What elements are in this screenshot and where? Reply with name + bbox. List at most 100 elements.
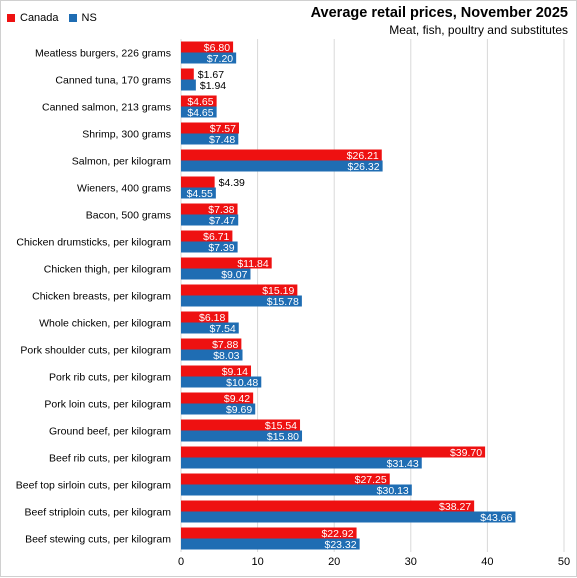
bar-canada — [181, 203, 238, 215]
bar-canada — [181, 500, 475, 512]
legend-swatch-ns — [68, 14, 77, 22]
bar-canada — [181, 95, 217, 107]
bar-canada — [181, 149, 382, 161]
category-label: Beef striploin cuts, per kilogram — [25, 507, 172, 519]
data-label-canada: $27.25 — [355, 474, 387, 486]
bar-ns — [181, 538, 360, 550]
chart-title: Average retail prices, November 2025 — [310, 5, 568, 21]
category-label: Canned tuna, 170 grams — [55, 75, 171, 87]
data-label-ns: $1.94 — [200, 80, 226, 92]
category-label: Pork rib cuts, per kilogram — [49, 372, 171, 384]
data-label-canada: $11.84 — [237, 258, 268, 270]
category-label: Bacon, 500 grams — [86, 210, 171, 222]
category-label: Shrimp, 300 grams — [82, 129, 171, 141]
legend-item-canada: Canada — [7, 12, 59, 24]
category-label: Chicken drumsticks, per kilogram — [16, 237, 171, 249]
data-label-ns: $7.20 — [207, 53, 233, 65]
data-label-canada: $22.92 — [321, 528, 353, 540]
x-tick-label: 10 — [251, 556, 263, 568]
category-label: Ground beef, per kilogram — [49, 426, 171, 438]
bar-ns — [181, 268, 251, 280]
data-label-canada: $7.88 — [212, 339, 238, 351]
bar-canada — [181, 176, 215, 188]
x-tick-label: 50 — [558, 556, 570, 568]
category-label: Meatless burgers, 226 grams — [35, 48, 171, 60]
bar-ns — [181, 376, 262, 388]
x-tick-label: 0 — [178, 556, 184, 568]
data-label-canada: $6.71 — [203, 231, 229, 243]
category-label: Canned salmon, 213 grams — [42, 102, 171, 114]
bar-ns — [181, 322, 239, 334]
data-label-ns: $7.47 — [209, 215, 235, 227]
legend: Canada NS — [7, 12, 107, 24]
bar-ns — [181, 133, 239, 145]
x-tick-label: 40 — [481, 556, 493, 568]
data-label-canada: $39.70 — [450, 447, 482, 459]
bar-canada — [181, 446, 486, 458]
bar-canada — [181, 338, 242, 350]
category-label: Chicken thigh, per kilogram — [44, 264, 171, 276]
bar-ns — [181, 457, 422, 469]
data-label-ns: $43.66 — [480, 512, 512, 524]
bar-canada — [181, 392, 254, 404]
category-label: Pork shoulder cuts, per kilogram — [20, 345, 171, 357]
data-label-ns: $31.43 — [387, 458, 419, 470]
data-label-ns: $9.07 — [221, 269, 247, 281]
category-label: Wieners, 400 grams — [77, 183, 171, 195]
legend-label-canada: Canada — [20, 12, 59, 24]
bar-ns — [181, 241, 238, 253]
bar-ns — [181, 430, 303, 442]
bar-ns — [181, 349, 243, 361]
data-label-canada: $7.57 — [210, 123, 236, 135]
data-label-ns: $10.48 — [226, 377, 258, 389]
data-label-canada: $6.80 — [204, 42, 230, 54]
data-label-ns: $4.65 — [187, 107, 213, 119]
bar-ns — [181, 295, 302, 307]
data-label-canada: $4.39 — [219, 177, 245, 189]
category-label: Beef top sirloin cuts, per kilogram — [16, 480, 171, 492]
data-label-ns: $8.03 — [213, 350, 239, 362]
legend-label-ns: NS — [81, 12, 97, 24]
bar-canada — [181, 311, 229, 323]
data-label-canada: $38.27 — [439, 501, 471, 513]
data-label-canada: $4.65 — [187, 96, 213, 108]
bar-ns — [181, 79, 196, 91]
bar-canada — [181, 365, 252, 377]
category-label: Beef stewing cuts, per kilogram — [25, 534, 171, 546]
data-label-canada: $7.38 — [208, 204, 234, 216]
data-label-canada: $26.21 — [347, 150, 379, 162]
data-label-ns: $30.13 — [377, 485, 409, 497]
data-label-canada: $15.19 — [262, 285, 294, 297]
bar-canada — [181, 473, 390, 485]
data-label-canada: $1.67 — [198, 69, 224, 81]
data-label-ns: $7.54 — [209, 323, 235, 335]
bar-ns — [181, 511, 516, 523]
x-tick-label: 30 — [405, 556, 417, 568]
chart-subtitle: Meat, fish, poultry and substitutes — [389, 23, 568, 37]
bar-canada — [181, 122, 239, 134]
bar-canada — [181, 68, 194, 80]
category-label: Pork loin cuts, per kilogram — [44, 399, 171, 411]
bar-canada — [181, 257, 272, 269]
bar-ns — [181, 160, 383, 172]
data-label-ns: $9.69 — [226, 404, 252, 416]
bar-canada — [181, 284, 298, 296]
data-label-canada: $9.14 — [222, 366, 248, 378]
bar-canada — [181, 527, 357, 539]
data-label-ns: $4.55 — [187, 188, 213, 200]
category-label: Beef rib cuts, per kilogram — [49, 453, 171, 465]
data-label-ns: $23.32 — [325, 539, 357, 551]
bar-ns — [181, 52, 237, 64]
data-label-ns: $26.32 — [347, 161, 379, 173]
bar-canada — [181, 41, 234, 53]
data-label-ns: $15.80 — [267, 431, 299, 443]
legend-item-ns: NS — [68, 12, 97, 24]
legend-swatch-canada — [7, 14, 15, 22]
bar-ns — [181, 214, 239, 226]
data-label-ns: $7.48 — [209, 134, 235, 146]
bar-ns — [181, 484, 412, 496]
data-label-ns: $7.39 — [208, 242, 234, 254]
category-label: Salmon, per kilogram — [72, 156, 171, 168]
data-label-canada: $6.18 — [199, 312, 225, 324]
